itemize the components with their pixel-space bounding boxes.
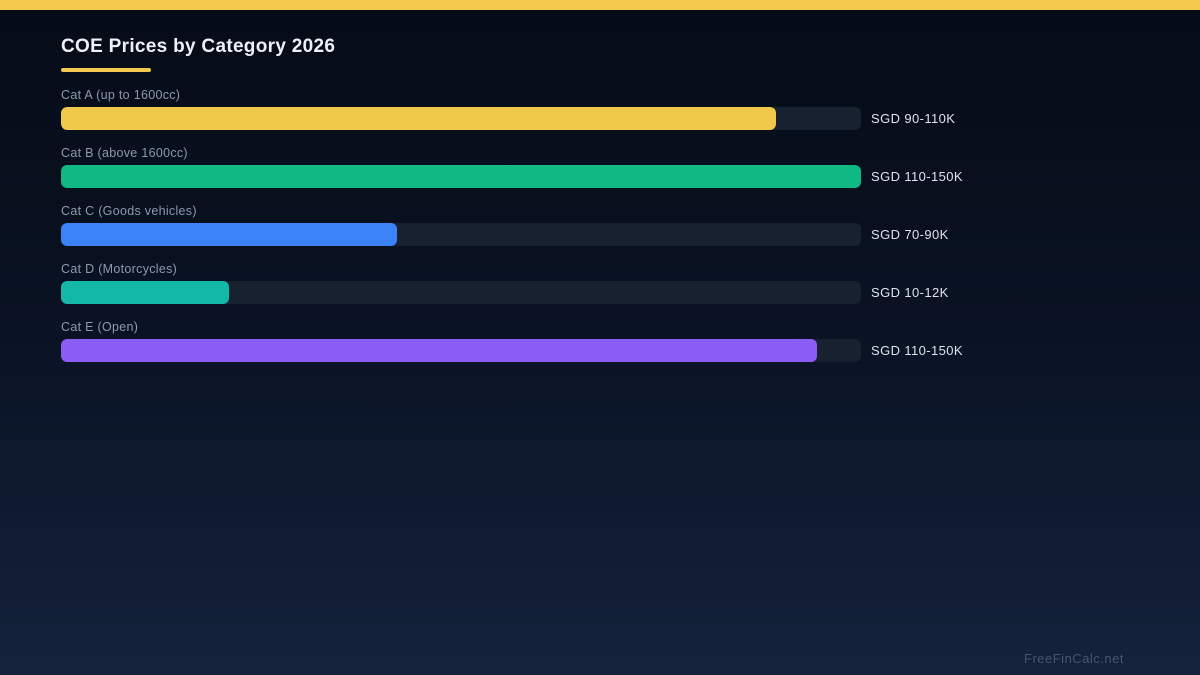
bar-line: SGD 10-12K [61,281,1141,304]
bar-fill [61,223,397,246]
category-label: Cat A (up to 1600cc) [61,88,181,102]
category-label: Cat C (Goods vehicles) [61,204,197,218]
value-label: SGD 110-150K [871,169,963,184]
bar-fill [61,165,861,188]
title-accent-underline [61,68,151,72]
bar-line: SGD 110-150K [61,165,1141,188]
bar-chart: Cat A (up to 1600cc) SGD 90-110K Cat B (… [61,89,1141,379]
watermark: FreeFinCalc.net [1024,651,1124,666]
category-label: Cat E (Open) [61,320,139,334]
category-label: Cat B (above 1600cc) [61,146,188,160]
top-accent-stripe [0,0,1200,10]
bar-fill [61,339,817,362]
bar-fill [61,107,777,130]
value-label: SGD 10-12K [871,285,949,300]
bar-row-cat-a: Cat A (up to 1600cc) SGD 90-110K [61,89,1141,130]
value-label: SGD 90-110K [871,111,956,126]
bar-fill [61,281,229,304]
bar-track [61,223,861,246]
value-label: SGD 110-150K [871,343,963,358]
bar-row-cat-d: Cat D (Motorcycles) SGD 10-12K [61,263,1141,304]
bar-line: SGD 110-150K [61,339,1141,362]
bar-row-cat-b: Cat B (above 1600cc) SGD 110-150K [61,147,1141,188]
value-label: SGD 70-90K [871,227,949,242]
bar-track [61,339,861,362]
bar-track [61,165,861,188]
page-title: COE Prices by Category 2026 [61,36,336,57]
bar-line: SGD 90-110K [61,107,1141,130]
bar-row-cat-c: Cat C (Goods vehicles) SGD 70-90K [61,205,1141,246]
bar-track [61,281,861,304]
category-label: Cat D (Motorcycles) [61,262,178,276]
bar-line: SGD 70-90K [61,223,1141,246]
bar-track [61,107,861,130]
bar-row-cat-e: Cat E (Open) SGD 110-150K [61,321,1141,362]
